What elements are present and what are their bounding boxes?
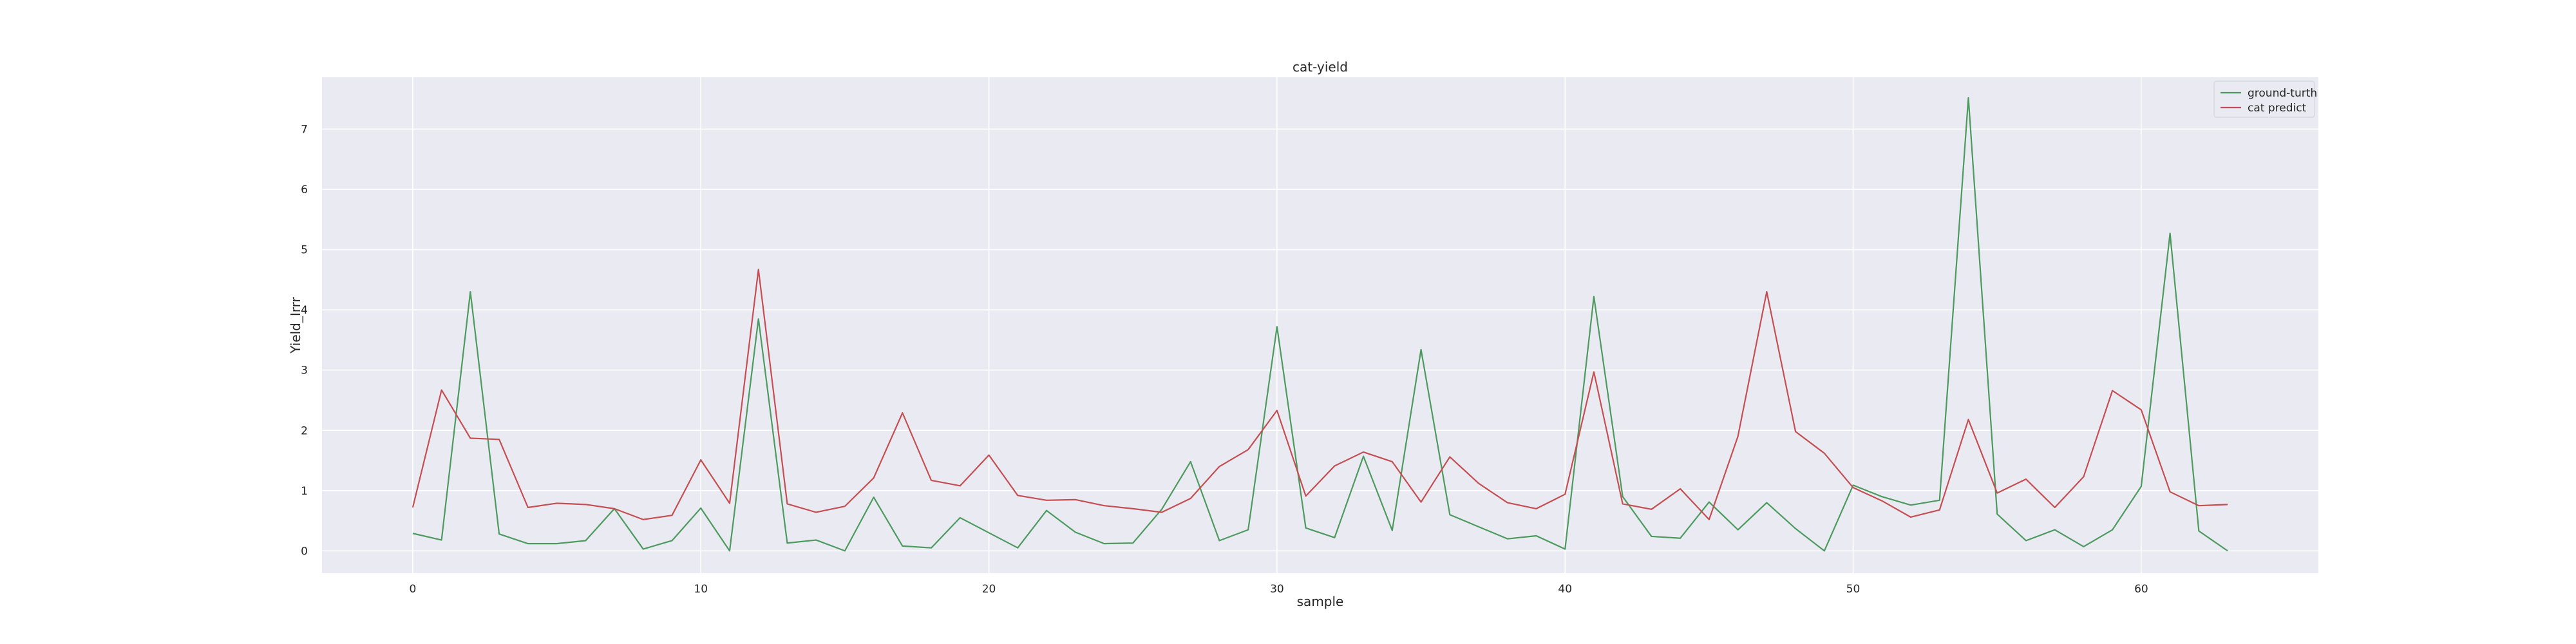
legend: ground-turth cat predict bbox=[2213, 80, 2317, 118]
y-tick-label: 5 bbox=[301, 244, 308, 257]
y-axis-label: Yield_Irrr bbox=[288, 296, 303, 354]
x-axis-ticks: 0 10 20 30 40 50 60 bbox=[409, 583, 2148, 596]
y-tick-label: 2 bbox=[301, 424, 308, 437]
x-tick-label: 0 bbox=[409, 583, 416, 596]
plot-area bbox=[322, 77, 2318, 573]
y-tick-label: 7 bbox=[301, 123, 308, 136]
series-group bbox=[412, 97, 2228, 552]
y-axis-ticks: 0 1 2 3 4 5 6 7 bbox=[301, 123, 308, 558]
x-axis-label: sample bbox=[1297, 594, 1344, 609]
x-tick-label: 30 bbox=[1270, 583, 1284, 596]
legend-label: ground-turth bbox=[2248, 87, 2317, 100]
y-tick-label: 1 bbox=[301, 485, 308, 498]
y-tick-label: 3 bbox=[301, 365, 308, 377]
x-tick-label: 50 bbox=[1846, 583, 1861, 596]
y-tick-label: 6 bbox=[301, 184, 308, 196]
series-line-ground-turth bbox=[412, 97, 2228, 552]
series-line-cat-predict bbox=[412, 269, 2228, 520]
x-tick-label: 20 bbox=[982, 583, 996, 596]
x-tick-label: 10 bbox=[694, 583, 708, 596]
x-tick-label: 60 bbox=[2134, 583, 2148, 596]
x-tick-label: 40 bbox=[1558, 583, 1572, 596]
y-tick-label: 4 bbox=[301, 304, 308, 317]
y-tick-label: 0 bbox=[301, 545, 308, 558]
grid bbox=[322, 77, 2318, 573]
chart-title: cat-yield bbox=[1293, 59, 1348, 75]
legend-label: cat predict bbox=[2248, 102, 2307, 115]
